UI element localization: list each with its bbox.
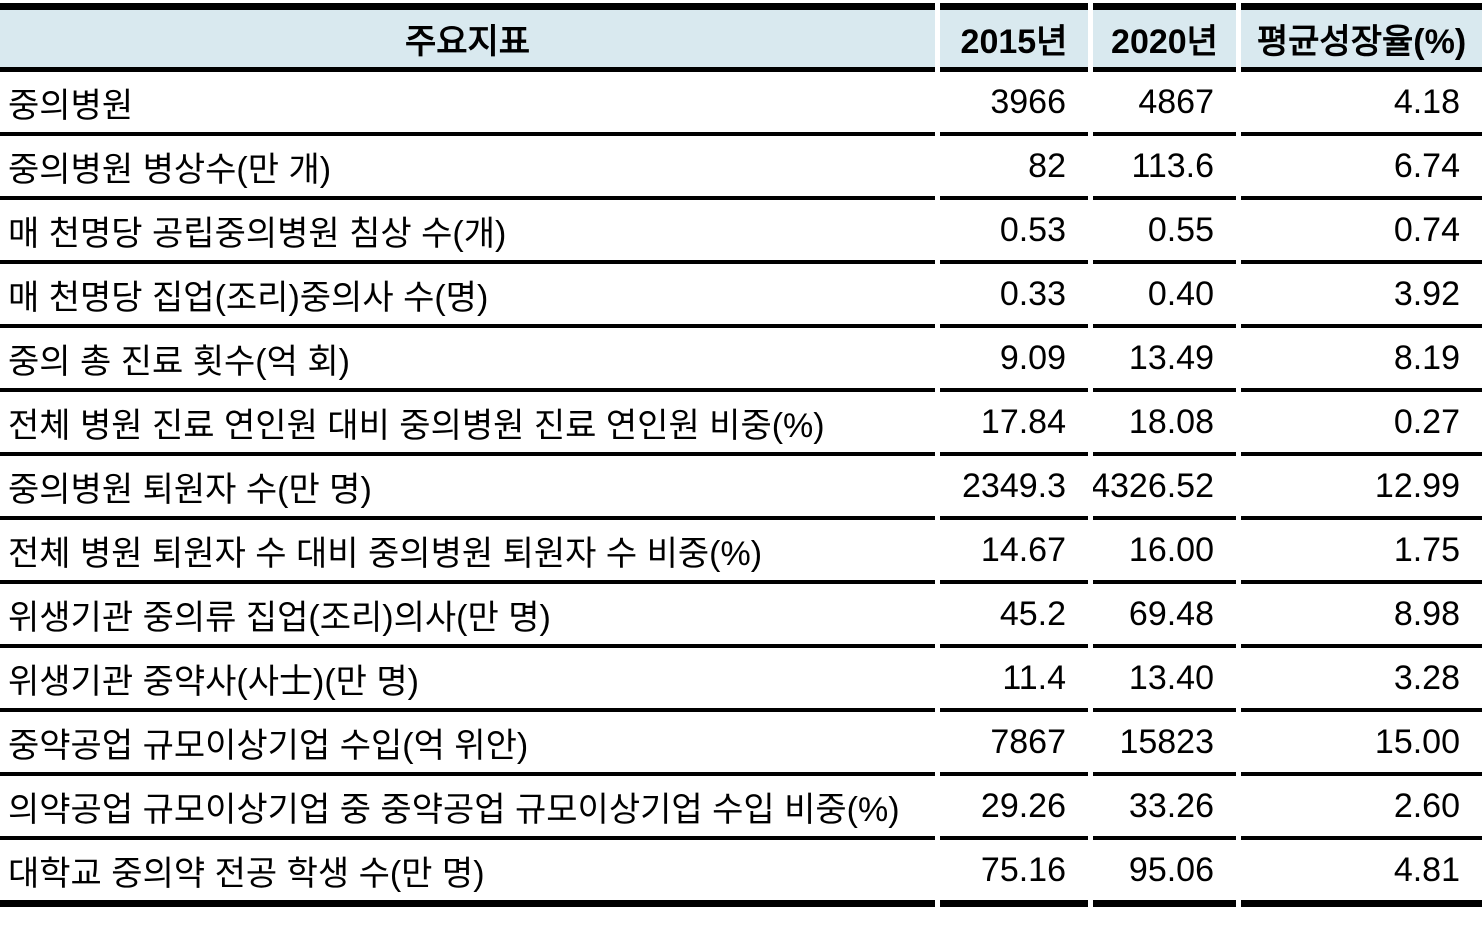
value-2015: 29.26 — [940, 776, 1088, 840]
header-2015: 2015년 — [940, 3, 1088, 72]
table-row: 위생기관 중의류 집업(조리)의사(만 명) 45.2 69.48 8.98 — [0, 584, 1482, 648]
value-2020: 16.00 — [1093, 520, 1236, 584]
value-2015: 9.09 — [940, 328, 1088, 392]
value-2015: 75.16 — [940, 840, 1088, 907]
value-growth: 6.74 — [1241, 136, 1482, 200]
value-2020: 15823 — [1093, 712, 1236, 776]
value-growth: 3.92 — [1241, 264, 1482, 328]
value-2015: 0.53 — [940, 200, 1088, 264]
value-2020: 69.48 — [1093, 584, 1236, 648]
value-2020: 13.40 — [1093, 648, 1236, 712]
table-row: 중의 총 진료 횟수(억 회) 9.09 13.49 8.19 — [0, 328, 1482, 392]
table-row: 매 천명당 집업(조리)중의사 수(명) 0.33 0.40 3.92 — [0, 264, 1482, 328]
value-2020: 113.6 — [1093, 136, 1236, 200]
indicator-label: 중의병원 퇴원자 수(만 명) — [0, 456, 935, 520]
value-2020: 0.55 — [1093, 200, 1236, 264]
table-row: 전체 병원 퇴원자 수 대비 중의병원 퇴원자 수 비중(%) 14.67 16… — [0, 520, 1482, 584]
indicator-label: 중의 총 진료 횟수(억 회) — [0, 328, 935, 392]
value-2015: 82 — [940, 136, 1088, 200]
indicator-label: 중의병원 병상수(만 개) — [0, 136, 935, 200]
indicator-label: 중의병원 — [0, 72, 935, 136]
value-growth: 4.18 — [1241, 72, 1482, 136]
header-growth: 평균성장율(%) — [1241, 3, 1482, 72]
value-growth: 8.98 — [1241, 584, 1482, 648]
value-2015: 2349.3 — [940, 456, 1088, 520]
table-row: 매 천명당 공립중의병원 침상 수(개) 0.53 0.55 0.74 — [0, 200, 1482, 264]
table-row: 전체 병원 진료 연인원 대비 중의병원 진료 연인원 비중(%) 17.84 … — [0, 392, 1482, 456]
value-2015: 17.84 — [940, 392, 1088, 456]
value-2015: 3966 — [940, 72, 1088, 136]
indicator-label: 위생기관 중약사(사士)(만 명) — [0, 648, 935, 712]
table-header-row: 주요지표 2015년 2020년 평균성장율(%) — [0, 3, 1482, 72]
value-2015: 14.67 — [940, 520, 1088, 584]
header-indicator: 주요지표 — [0, 3, 935, 72]
table-row: 중약공업 규모이상기업 수입(억 위안) 7867 15823 15.00 — [0, 712, 1482, 776]
value-growth: 1.75 — [1241, 520, 1482, 584]
value-growth: 2.60 — [1241, 776, 1482, 840]
table-row: 중의병원 병상수(만 개) 82 113.6 6.74 — [0, 136, 1482, 200]
indicator-label: 위생기관 중의류 집업(조리)의사(만 명) — [0, 584, 935, 648]
indicator-label: 매 천명당 집업(조리)중의사 수(명) — [0, 264, 935, 328]
table-row: 의약공업 규모이상기업 중 중약공업 규모이상기업 수입 비중(%) 29.26… — [0, 776, 1482, 840]
table-row: 중의병원 퇴원자 수(만 명) 2349.3 4326.52 12.99 — [0, 456, 1482, 520]
indicator-label: 대학교 중의약 전공 학생 수(만 명) — [0, 840, 935, 907]
header-2020: 2020년 — [1093, 3, 1236, 72]
value-2020: 95.06 — [1093, 840, 1236, 907]
value-growth: 0.74 — [1241, 200, 1482, 264]
value-2020: 33.26 — [1093, 776, 1236, 840]
value-growth: 12.99 — [1241, 456, 1482, 520]
value-2020: 4867 — [1093, 72, 1236, 136]
indicator-label: 전체 병원 진료 연인원 대비 중의병원 진료 연인원 비중(%) — [0, 392, 935, 456]
value-2020: 4326.52 — [1093, 456, 1236, 520]
table-body: 중의병원 3966 4867 4.18 중의병원 병상수(만 개) 82 113… — [0, 72, 1482, 907]
value-2020: 13.49 — [1093, 328, 1236, 392]
value-growth: 3.28 — [1241, 648, 1482, 712]
table-row: 대학교 중의약 전공 학생 수(만 명) 75.16 95.06 4.81 — [0, 840, 1482, 907]
value-growth: 15.00 — [1241, 712, 1482, 776]
value-2015: 45.2 — [940, 584, 1088, 648]
value-2015: 11.4 — [940, 648, 1088, 712]
table-row: 위생기관 중약사(사士)(만 명) 11.4 13.40 3.28 — [0, 648, 1482, 712]
indicator-label: 의약공업 규모이상기업 중 중약공업 규모이상기업 수입 비중(%) — [0, 776, 935, 840]
value-2020: 0.40 — [1093, 264, 1236, 328]
table-row: 중의병원 3966 4867 4.18 — [0, 72, 1482, 136]
indicators-table: 주요지표 2015년 2020년 평균성장율(%) 중의병원 3966 4867… — [0, 3, 1482, 907]
value-growth: 8.19 — [1241, 328, 1482, 392]
indicator-label: 전체 병원 퇴원자 수 대비 중의병원 퇴원자 수 비중(%) — [0, 520, 935, 584]
indicator-label: 매 천명당 공립중의병원 침상 수(개) — [0, 200, 935, 264]
indicator-label: 중약공업 규모이상기업 수입(억 위안) — [0, 712, 935, 776]
value-growth: 4.81 — [1241, 840, 1482, 907]
value-2020: 18.08 — [1093, 392, 1236, 456]
value-growth: 0.27 — [1241, 392, 1482, 456]
value-2015: 7867 — [940, 712, 1088, 776]
value-2015: 0.33 — [940, 264, 1088, 328]
